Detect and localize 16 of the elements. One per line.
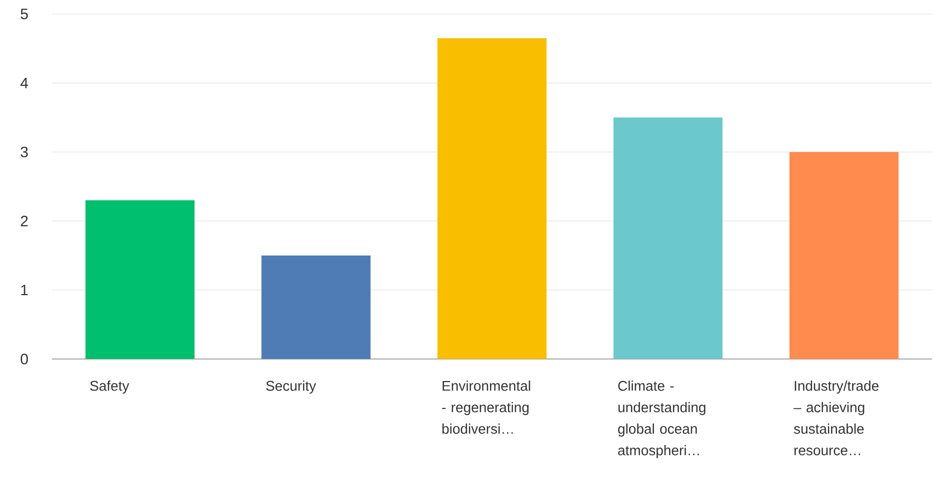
y-tick-label: 1 bbox=[21, 284, 28, 296]
bar bbox=[261, 256, 371, 359]
bar bbox=[85, 200, 195, 359]
y-tick-label: 5 bbox=[20, 8, 28, 20]
x-tick-label: Security bbox=[266, 380, 316, 394]
y-tick-label: 2 bbox=[20, 216, 28, 226]
bar bbox=[437, 38, 547, 359]
x-tick-label: Safety bbox=[90, 380, 130, 394]
y-tick-label: 4 bbox=[20, 78, 28, 88]
x-tick-label: Climate - understanding global ocean atmospheri… bbox=[618, 380, 706, 458]
y-tick-label: 0 bbox=[20, 354, 28, 364]
x-tick-label: Environmental - regenerating biodiversi… bbox=[442, 380, 530, 434]
bar bbox=[789, 152, 899, 359]
y-tick-label: 3 bbox=[20, 146, 28, 158]
bar bbox=[613, 118, 723, 359]
x-tick-label: Industry/trade – achieving sustainable resource… bbox=[794, 380, 879, 456]
